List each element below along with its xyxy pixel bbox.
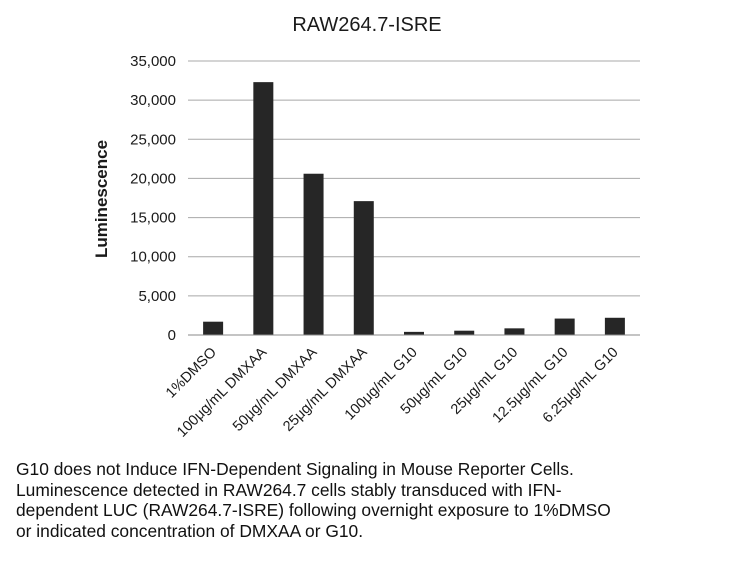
- x-tick-label: 100μg/mL DMXAA: [174, 344, 270, 440]
- x-tick-label: 25μg/mL DMXAA: [280, 344, 371, 435]
- caption-line: Luminescence detected in RAW264.7 cells …: [16, 479, 562, 500]
- y-tick-label: 20,000: [130, 170, 176, 187]
- caption-line: or indicated concentration of DMXAA or G…: [16, 520, 364, 541]
- bar: [203, 321, 224, 335]
- y-tick-label: 30,000: [130, 92, 176, 109]
- bar: [253, 82, 274, 335]
- bar: [604, 317, 625, 335]
- bar: [303, 173, 324, 335]
- y-tick-label: 10,000: [130, 249, 176, 266]
- caption-line: dependent LUC (RAW264.7-ISRE) following …: [16, 500, 611, 520]
- y-tick-label: 25,000: [130, 131, 176, 148]
- bar: [353, 201, 374, 335]
- y-tick-label: 0: [168, 327, 176, 344]
- chart-title: RAW264.7-ISRE: [292, 14, 441, 36]
- bar-chart: RAW264.7-ISRE Luminescence 0 5,000 10,000 1…: [92, 14, 640, 441]
- bars: [203, 82, 625, 335]
- bar: [454, 330, 475, 335]
- bar: [554, 318, 575, 335]
- y-axis-ticks: 0 5,000 10,000 15,000 20,000 25,000 30,000 35,0…: [130, 53, 176, 344]
- bar: [404, 331, 424, 335]
- y-tick-label: 15,000: [130, 210, 176, 227]
- figure-caption: G10 does not Induce IFN-Dependent Signal…: [16, 459, 751, 541]
- y-tick-label: 5,000: [138, 288, 176, 305]
- caption-line: G10 does not Induce IFN-Dependent Signal…: [16, 459, 574, 479]
- y-tick-label: 35,000: [130, 53, 176, 70]
- x-tick-label: 50μg/mL DMXAA: [230, 344, 321, 435]
- y-axis-label: Luminescence: [92, 140, 111, 258]
- bar: [504, 328, 525, 335]
